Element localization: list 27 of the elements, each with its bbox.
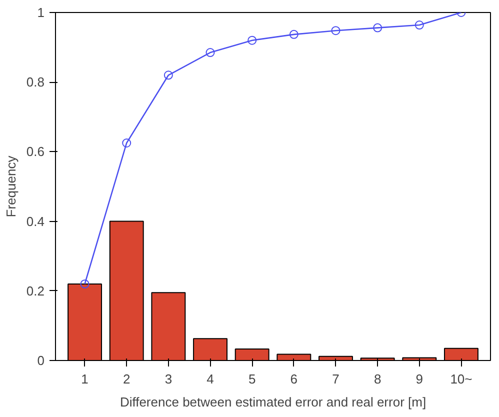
x-tick-label: 6 [290,372,298,386]
x-tick-label: 4 [206,372,214,386]
x-tick-label: 7 [332,372,340,386]
y-tick-label: 0 [37,353,45,368]
point [414,20,424,30]
y-tick-label: 0.4 [26,214,45,229]
y-tick-label: 1 [37,5,45,20]
point [164,70,173,80]
x-tick-label: 1 [81,372,88,386]
point [248,36,257,45]
point [80,279,90,288]
x-tick-label: 9 [416,372,424,386]
y-axis-title: Frequency [3,155,18,218]
point [206,48,215,58]
x-tick-label: 8 [374,372,382,386]
y-tick-label: 0.2 [26,283,45,298]
x-tick-label: 5 [248,372,256,386]
x-tick-label: 10~ [450,372,473,386]
point [373,23,382,32]
x-tick-label: 3 [164,372,172,386]
x-tick-label: 2 [122,372,130,386]
point [331,26,340,36]
y-tick-label: 0.8 [26,74,45,90]
point [122,138,132,148]
point [289,30,298,39]
x-axis-title: Difference between estimated error and real error [m] [120,394,426,410]
y-tick-label: 0.6 [26,144,45,160]
